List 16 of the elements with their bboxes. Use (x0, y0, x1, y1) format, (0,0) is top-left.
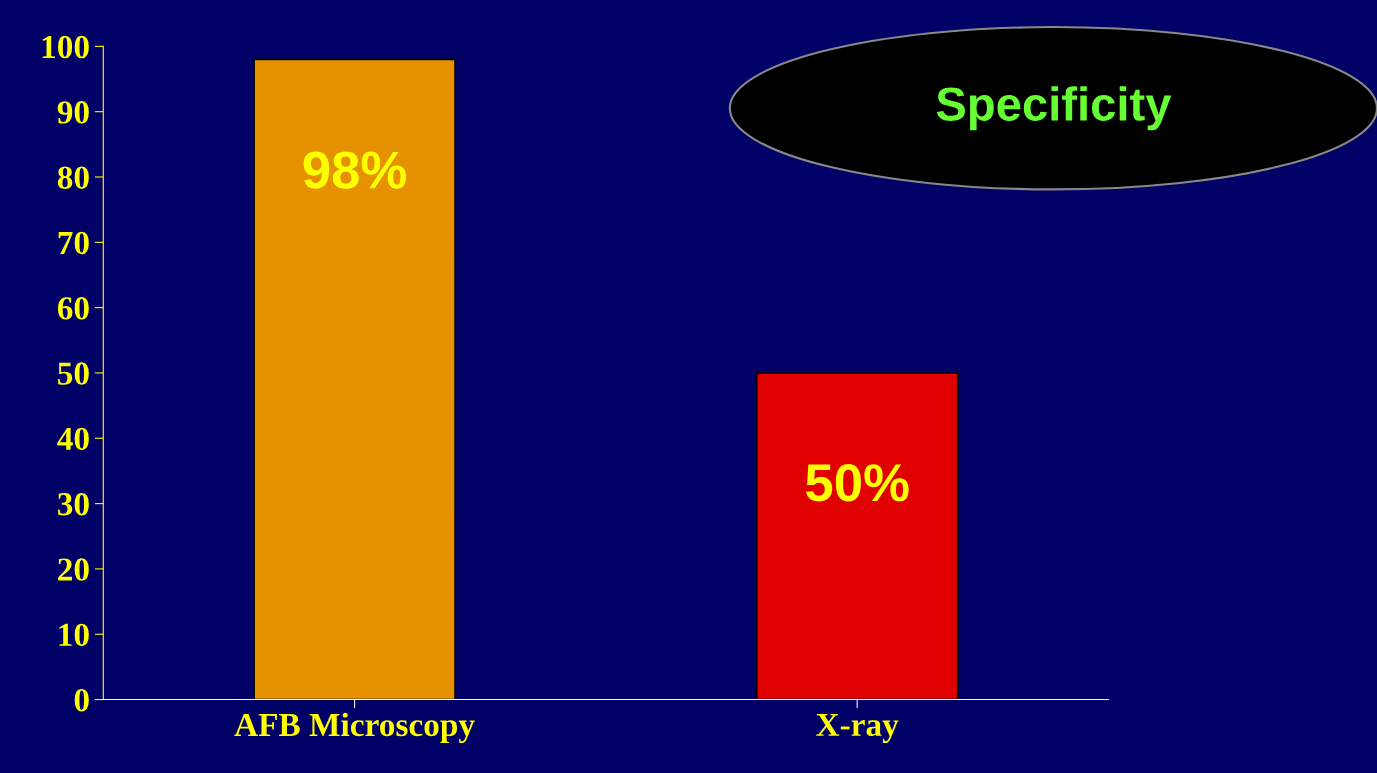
x-tick-label: X-ray (816, 713, 899, 743)
y-tick-label: 90 (57, 101, 89, 124)
data-label: 98% (303, 151, 406, 189)
y-tick-label: 10 (59, 623, 89, 647)
y-tick-label: 30 (58, 493, 89, 516)
y-tick-label: 100 (42, 35, 89, 59)
x-tick-label: AFB Microscopy (234, 712, 475, 744)
y-tick-label: 40 (57, 427, 89, 451)
text: Specificity (936, 86, 1172, 131)
y-tick-label: 50 (58, 362, 89, 385)
y-tick-label: 80 (57, 166, 89, 189)
y-tick-label: 70 (58, 231, 89, 255)
y-tick-label: 0 (74, 688, 89, 712)
y-tick-label: 20 (58, 558, 89, 581)
y-tick-label: 60 (57, 297, 89, 320)
data-label: 50% (805, 464, 909, 502)
